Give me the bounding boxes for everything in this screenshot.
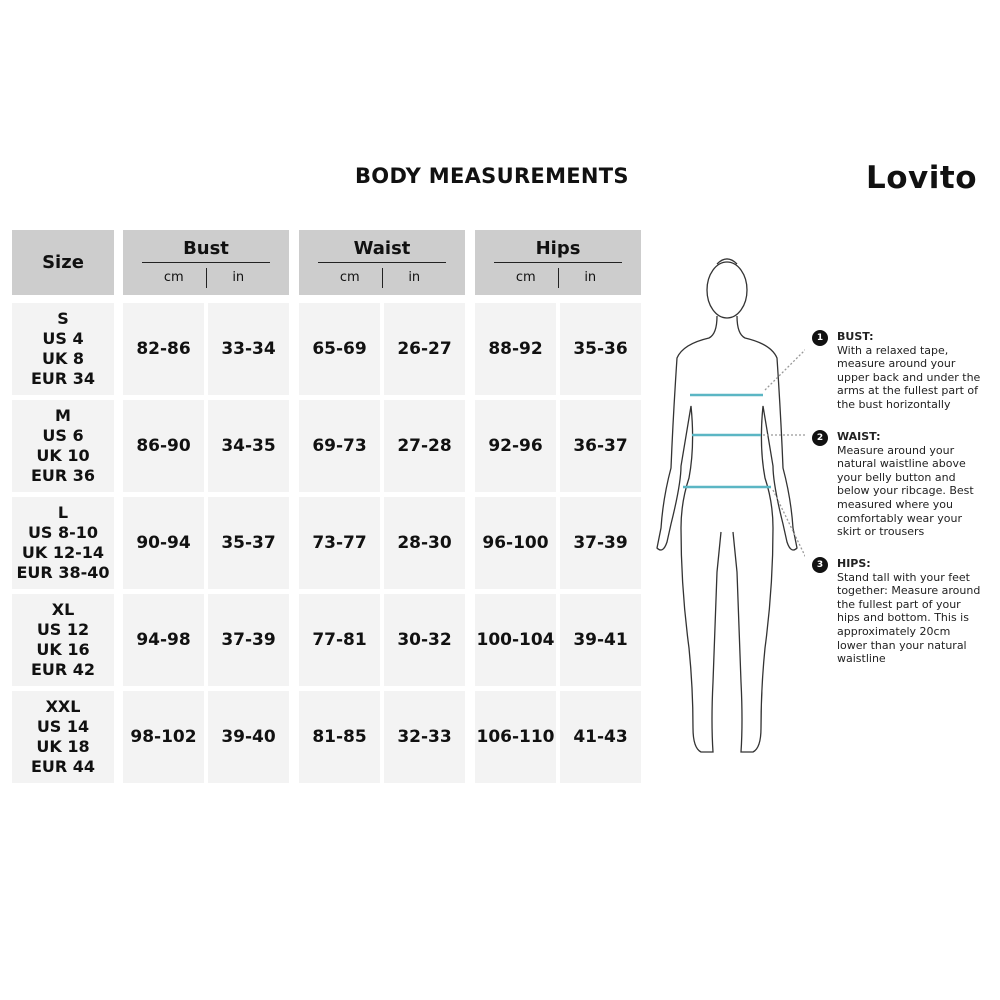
- size-label: US 4: [42, 329, 84, 348]
- size-label: S: [57, 309, 69, 328]
- page-title: BODY MEASUREMENTS: [355, 164, 629, 188]
- bust-leader-line: [764, 349, 805, 391]
- guide-title: BUST:: [837, 330, 874, 343]
- guide-text: Measure around your natural waistline ab…: [837, 443, 974, 539]
- size-cell: XL US 12 UK 16 EUR 42: [12, 594, 114, 686]
- value-cell: 36-37: [560, 400, 641, 492]
- value-cell: 106-110: [475, 691, 556, 783]
- value-cell: 73-77: [299, 497, 380, 589]
- step-badge: 1: [812, 330, 828, 346]
- header-waist: Waist cm in: [299, 230, 465, 295]
- hips-leader-line: [772, 489, 805, 558]
- header-bust: Bust cm in: [123, 230, 289, 295]
- size-header: Size: [12, 230, 114, 295]
- divider: [557, 268, 559, 288]
- size-label: UK 12-14: [21, 543, 105, 562]
- size-label: UK 18: [36, 737, 90, 756]
- value-cell: 90-94: [123, 497, 204, 589]
- value-cell: 30-32: [384, 594, 465, 686]
- group-label: Bust: [183, 238, 229, 259]
- size-label: XXL: [45, 697, 81, 716]
- value-cell: 77-81: [299, 594, 380, 686]
- size-label: US 6: [42, 426, 84, 445]
- divider: [142, 262, 270, 263]
- value-cell: 37-39: [560, 497, 641, 589]
- unit-cm: cm: [515, 270, 536, 285]
- size-label: EUR 38-40: [16, 563, 110, 582]
- size-cell: L US 8-10 UK 12-14 EUR 38-40: [12, 497, 114, 589]
- value-cell: 82-86: [123, 303, 204, 395]
- value-cell: 27-28: [384, 400, 465, 492]
- group-label: Waist: [353, 238, 411, 259]
- size-label: UK 16: [36, 640, 90, 659]
- size-cell: S US 4 UK 8 EUR 34: [12, 303, 114, 395]
- hair-bun: [716, 258, 738, 265]
- value-cell: 94-98: [123, 594, 204, 686]
- unit-cm: cm: [163, 270, 184, 285]
- size-label: M: [55, 406, 71, 425]
- hips-guide: 3 HIPS: Stand tall with your feet togeth…: [812, 557, 982, 666]
- value-cell: 32-33: [384, 691, 465, 783]
- value-cell: 28-30: [384, 497, 465, 589]
- divider: [205, 268, 207, 288]
- value-cell: 92-96: [475, 400, 556, 492]
- size-cell: XXL US 14 UK 18 EUR 44: [12, 691, 114, 783]
- bust-guide: 1 BUST: With a relaxed tape, measure aro…: [812, 330, 982, 412]
- unit-cm: cm: [339, 270, 360, 285]
- value-cell: 86-90: [123, 400, 204, 492]
- header-hips: Hips cm in: [475, 230, 641, 295]
- size-label: L: [57, 503, 69, 522]
- size-label: XL: [51, 600, 75, 619]
- guide-title: WAIST:: [837, 430, 881, 443]
- value-cell: 35-37: [208, 497, 289, 589]
- guide-text: Stand tall with your feet together: Meas…: [837, 570, 981, 666]
- step-badge: 2: [812, 430, 828, 446]
- unit-in: in: [232, 270, 245, 285]
- value-cell: 26-27: [384, 303, 465, 395]
- size-label: UK 10: [36, 446, 90, 465]
- body-outline: [656, 315, 798, 753]
- step-badge: 3: [812, 557, 828, 573]
- body-figure-illustration: [656, 258, 805, 753]
- value-cell: 65-69: [299, 303, 380, 395]
- value-cell: 88-92: [475, 303, 556, 395]
- size-label: UK 8: [41, 349, 85, 368]
- size-label: US 12: [36, 620, 90, 639]
- value-cell: 81-85: [299, 691, 380, 783]
- value-cell: 39-40: [208, 691, 289, 783]
- unit-in: in: [408, 270, 421, 285]
- waist-guide: 2 WAIST: Measure around your natural wai…: [812, 430, 982, 539]
- brand-logo: Lovito: [866, 160, 978, 196]
- size-label: EUR 34: [30, 369, 96, 388]
- size-label: US 14: [36, 717, 90, 736]
- divider: [494, 262, 622, 263]
- value-cell: 69-73: [299, 400, 380, 492]
- size-cell: M US 6 UK 10 EUR 36: [12, 400, 114, 492]
- value-cell: 41-43: [560, 691, 641, 783]
- divider: [381, 268, 383, 288]
- size-label: EUR 36: [30, 466, 96, 485]
- value-cell: 98-102: [123, 691, 204, 783]
- size-label: EUR 44: [30, 757, 96, 776]
- value-cell: 96-100: [475, 497, 556, 589]
- value-cell: 39-41: [560, 594, 641, 686]
- unit-in: in: [584, 270, 597, 285]
- divider: [318, 262, 446, 263]
- size-label: EUR 42: [30, 660, 96, 679]
- value-cell: 37-39: [208, 594, 289, 686]
- group-label: Hips: [535, 238, 581, 259]
- value-cell: 100-104: [475, 594, 556, 686]
- size-label: US 8-10: [27, 523, 99, 542]
- value-cell: 33-34: [208, 303, 289, 395]
- guide-text: With a relaxed tape, measure around your…: [837, 343, 981, 411]
- head-outline: [706, 261, 748, 319]
- guide-title: HIPS:: [837, 557, 871, 570]
- value-cell: 34-35: [208, 400, 289, 492]
- value-cell: 35-36: [560, 303, 641, 395]
